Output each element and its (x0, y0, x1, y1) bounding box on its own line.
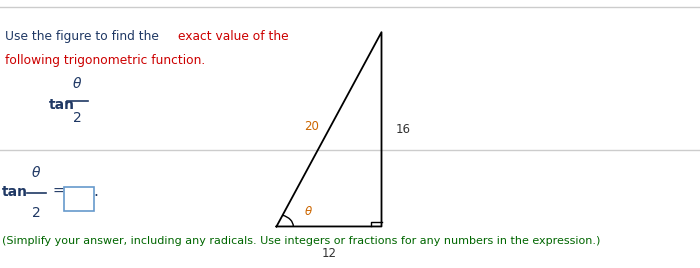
Text: (Simplify your answer, including any radicals. Use integers or fractions for any: (Simplify your answer, including any rad… (2, 236, 601, 246)
Text: 2: 2 (32, 206, 41, 220)
Text: tan: tan (2, 185, 28, 199)
Text: .: . (94, 184, 99, 199)
Text: 2: 2 (73, 111, 81, 125)
Text: θ: θ (304, 205, 312, 218)
Text: tan: tan (49, 98, 75, 111)
Text: following trigonometric function.: following trigonometric function. (5, 54, 205, 67)
Text: exact value of the: exact value of the (178, 30, 289, 43)
Text: θ: θ (73, 77, 81, 91)
Text: =: = (52, 185, 64, 199)
Text: 20: 20 (304, 120, 319, 133)
Text: θ: θ (32, 166, 41, 180)
Text: Use the figure to find the: Use the figure to find the (5, 30, 162, 43)
Text: 12: 12 (321, 247, 337, 260)
Text: 16: 16 (395, 123, 410, 136)
FancyBboxPatch shape (64, 187, 94, 211)
